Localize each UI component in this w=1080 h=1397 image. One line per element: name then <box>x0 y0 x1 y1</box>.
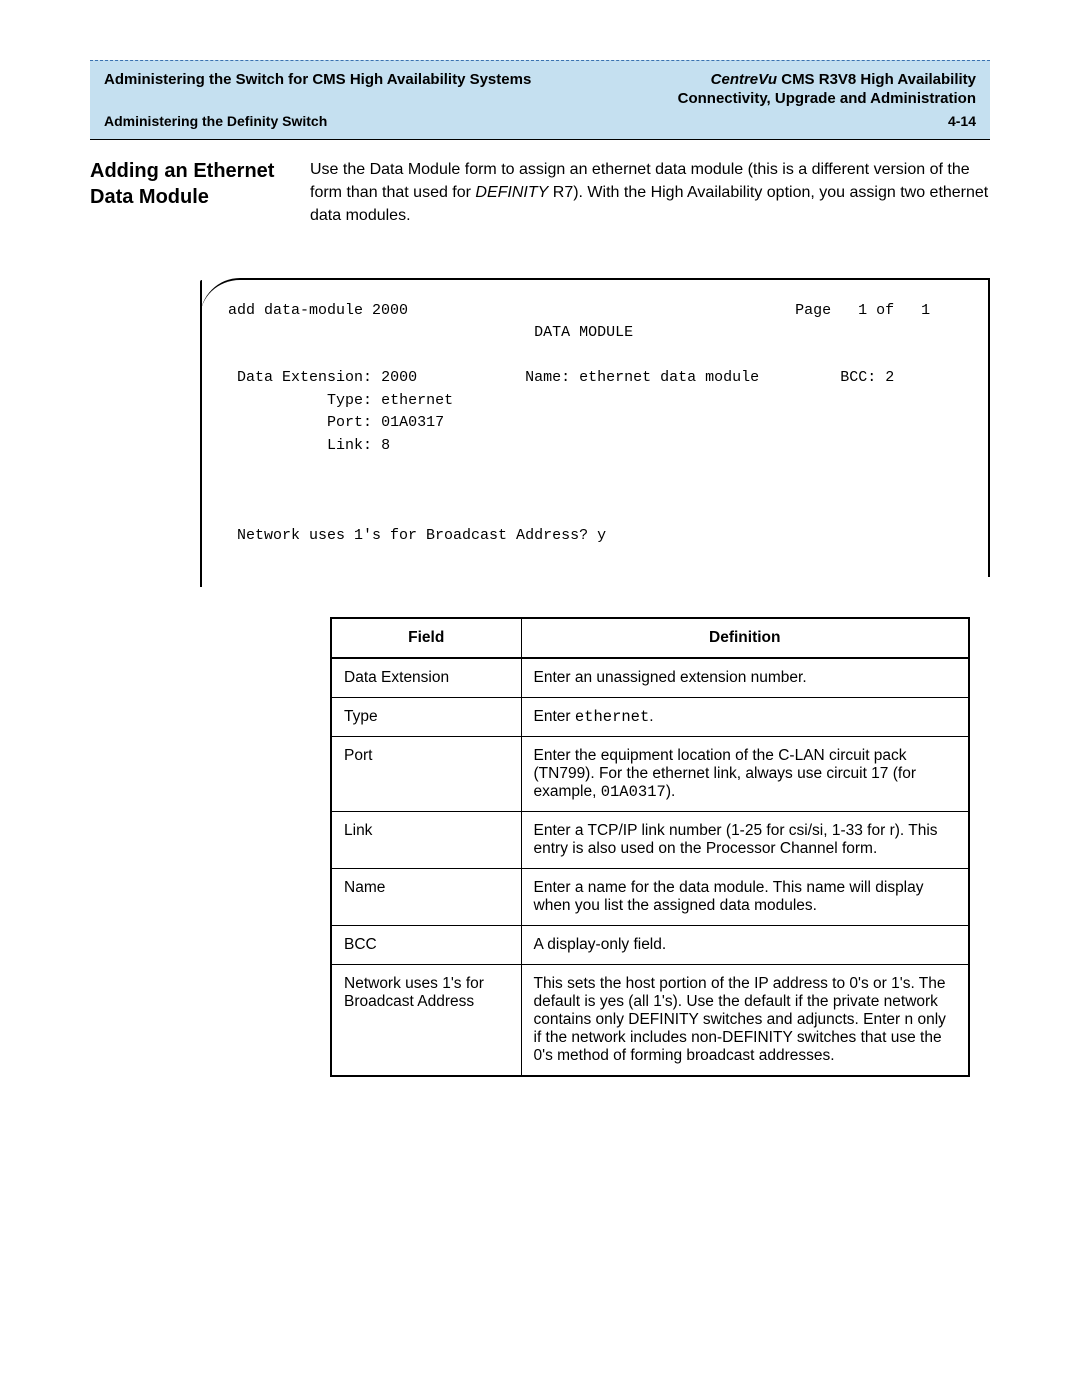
def-post: . <box>649 708 653 725</box>
header-right-rest: CMS R3V8 High Availability <box>777 71 976 88</box>
page-header: Administering the Switch for CMS High Av… <box>90 60 990 140</box>
table-header-row: Field Definition <box>331 618 969 658</box>
td-def: Enter a TCP/IP link number (1-25 for csi… <box>521 812 969 869</box>
header-right-italic: CentreVu <box>711 71 777 88</box>
header-left-title: Administering the Switch for CMS High Av… <box>104 71 531 88</box>
header-bottom-right: 4-14 <box>948 113 976 129</box>
th-field: Field <box>331 618 521 658</box>
td-field: Link <box>331 812 521 869</box>
td-def: Enter an unassigned extension number. <box>521 658 969 698</box>
td-field: Type <box>331 698 521 737</box>
t-port-value: 01A0317 <box>381 414 444 431</box>
header-sub-right: Connectivity, Upgrade and Administration <box>104 90 976 107</box>
t-name-label: Name: <box>525 369 570 386</box>
def-mono: ethernet <box>575 708 649 726</box>
def-mono: 01A0317 <box>601 783 666 801</box>
section-intro: Use the Data Module form to assign an et… <box>310 158 990 228</box>
field-definition-table: Field Definition Data Extension Enter an… <box>330 617 970 1077</box>
td-field: Port <box>331 737 521 812</box>
section-title: Adding an Ethernet Data Module <box>90 158 290 228</box>
def-pre: Enter the equipment location of the C-LA… <box>534 747 916 800</box>
t-bcc-label: BCC: <box>840 369 876 386</box>
t-broadcast-line: Network uses 1's for Broadcast Address? … <box>237 527 606 544</box>
t-link-value: 8 <box>381 437 390 454</box>
t-dataext-label: Data Extension: <box>237 369 372 386</box>
td-field: Data Extension <box>331 658 521 698</box>
t-port-label: Port: <box>327 414 372 431</box>
field-table-wrap: Field Definition Data Extension Enter an… <box>330 617 990 1077</box>
page: Administering the Switch for CMS High Av… <box>0 0 1080 1137</box>
td-def: Enter a name for the data module. This n… <box>521 869 969 926</box>
header-row-1: Administering the Switch for CMS High Av… <box>104 71 976 88</box>
td-field: Name <box>331 869 521 926</box>
header-right-title: CentreVu CMS R3V8 High Availability <box>711 71 976 88</box>
td-def: Enter ethernet. <box>521 698 969 737</box>
table-row: Data Extension Enter an unassigned exten… <box>331 658 969 698</box>
t-type-value: ethernet <box>381 392 453 409</box>
def-pre: Enter <box>534 708 575 725</box>
header-bottom-left: Administering the Definity Switch <box>104 113 327 129</box>
terminal-cmd: add data-module 2000 <box>228 302 408 319</box>
t-dataext-value: 2000 <box>381 369 417 386</box>
td-def: A display-only field. <box>521 926 969 965</box>
th-definition: Definition <box>521 618 969 658</box>
header-bottom-row: Administering the Definity Switch 4-14 <box>104 113 976 129</box>
td-def: This sets the host portion of the IP add… <box>521 965 969 1077</box>
table-row: Name Enter a name for the data module. T… <box>331 869 969 926</box>
t-bcc-value: 2 <box>885 369 894 386</box>
section-intro-row: Adding an Ethernet Data Module Use the D… <box>90 158 990 228</box>
table-row: BCC A display-only field. <box>331 926 969 965</box>
table-row: Type Enter ethernet. <box>331 698 969 737</box>
td-field: Network uses 1's for Broadcast Address <box>331 965 521 1077</box>
def-post: ). <box>666 783 675 800</box>
table-row: Network uses 1's for Broadcast Address T… <box>331 965 969 1077</box>
t-link-label: Link: <box>327 437 372 454</box>
terminal-form-title: DATA MODULE <box>534 324 633 341</box>
t-name-value: ethernet data module <box>579 369 759 386</box>
td-def: Enter the equipment location of the C-LA… <box>521 737 969 812</box>
intro-italic: DEFINITY <box>475 184 548 201</box>
t-type-label: Type: <box>327 392 372 409</box>
td-field: BCC <box>331 926 521 965</box>
table-row: Port Enter the equipment location of the… <box>331 737 969 812</box>
terminal-page-label: Page 1 of 1 <box>795 302 930 319</box>
table-row: Link Enter a TCP/IP link number (1-25 fo… <box>331 812 969 869</box>
terminal-screen: add data-module 2000 Page 1 of 1 DATA MO… <box>200 278 990 578</box>
